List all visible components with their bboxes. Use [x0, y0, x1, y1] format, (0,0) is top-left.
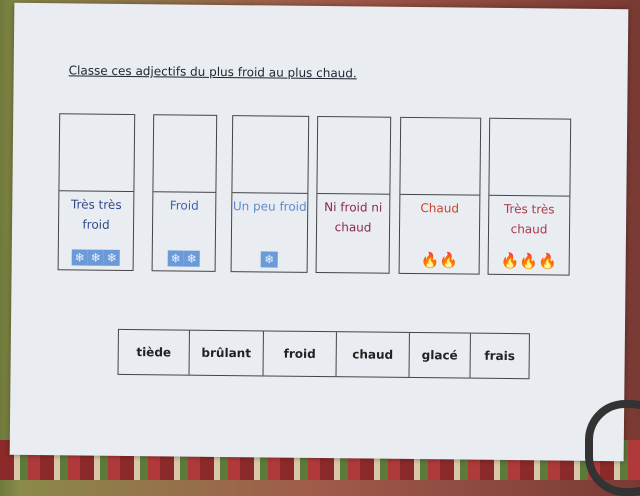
- empty-box: [153, 115, 217, 193]
- grid-column: Ni froid ni chaud: [315, 115, 392, 274]
- instruction: Classe ces adjectifs du plus froid au pl…: [68, 63, 357, 81]
- word-card: brûlant: [189, 330, 264, 376]
- empty-box: [489, 118, 571, 197]
- word-card: froid: [263, 331, 337, 377]
- grid-column: Très très froid ❄ ❄ ❄: [57, 113, 136, 272]
- icon-row: 🔥🔥: [400, 250, 479, 270]
- flame-icon: 🔥: [537, 252, 557, 271]
- icon-row: ❄: [232, 248, 307, 268]
- grid-column: Un peu froid ❄: [230, 115, 310, 273]
- icon-row: ❄ ❄ ❄: [59, 246, 133, 266]
- flame-icon: 🔥: [500, 251, 520, 271]
- icon-row: ❄ ❄: [153, 247, 215, 267]
- icon-row: 🔥🔥🔥: [489, 251, 569, 271]
- flame-icon: 🔥: [439, 251, 458, 270]
- word-list: tiède brûlant froid chaud glacé frais: [117, 328, 530, 380]
- empty-box: [400, 117, 481, 196]
- grid-column: Très très chaud 🔥🔥🔥: [487, 117, 572, 276]
- word-card: chaud: [336, 332, 410, 377]
- empty-box: [59, 114, 135, 193]
- icon-row: [317, 268, 389, 269]
- snowflake-icon: ❄: [103, 249, 120, 266]
- snowflake-icon: ❄: [261, 251, 278, 268]
- column-label: Un peu froid: [232, 199, 307, 214]
- column-label: Très très froid: [70, 197, 122, 232]
- flame-icon: 🔥: [519, 252, 539, 271]
- snowflake-icon: ❄: [87, 249, 104, 266]
- temperature-grid: Très très froid ❄ ❄ ❄ Froid ❄ ❄ Un peu froid ❄ Ni…: [57, 113, 572, 276]
- cable: [585, 400, 640, 496]
- word-card: frais: [484, 348, 516, 364]
- grid-column: Froid ❄ ❄: [151, 114, 218, 272]
- word-card: tiède: [118, 329, 190, 375]
- snowflake-icon: ❄: [183, 250, 200, 267]
- column-label: Ni froid ni chaud: [324, 200, 383, 235]
- grid-column: Chaud 🔥🔥: [398, 116, 482, 275]
- worksheet-paper: Classe ces adjectifs du plus froid au pl…: [9, 2, 629, 462]
- word-card: glacé: [409, 332, 471, 378]
- empty-box: [317, 116, 391, 195]
- snowflake-icon: ❄: [71, 249, 88, 266]
- snowflake-icon: ❄: [167, 250, 184, 267]
- column-label: Froid: [169, 198, 199, 213]
- column-label: Très très chaud: [503, 201, 555, 237]
- flame-icon: 🔥: [420, 251, 440, 270]
- column-label: Chaud: [420, 201, 460, 216]
- empty-box: [232, 116, 309, 194]
